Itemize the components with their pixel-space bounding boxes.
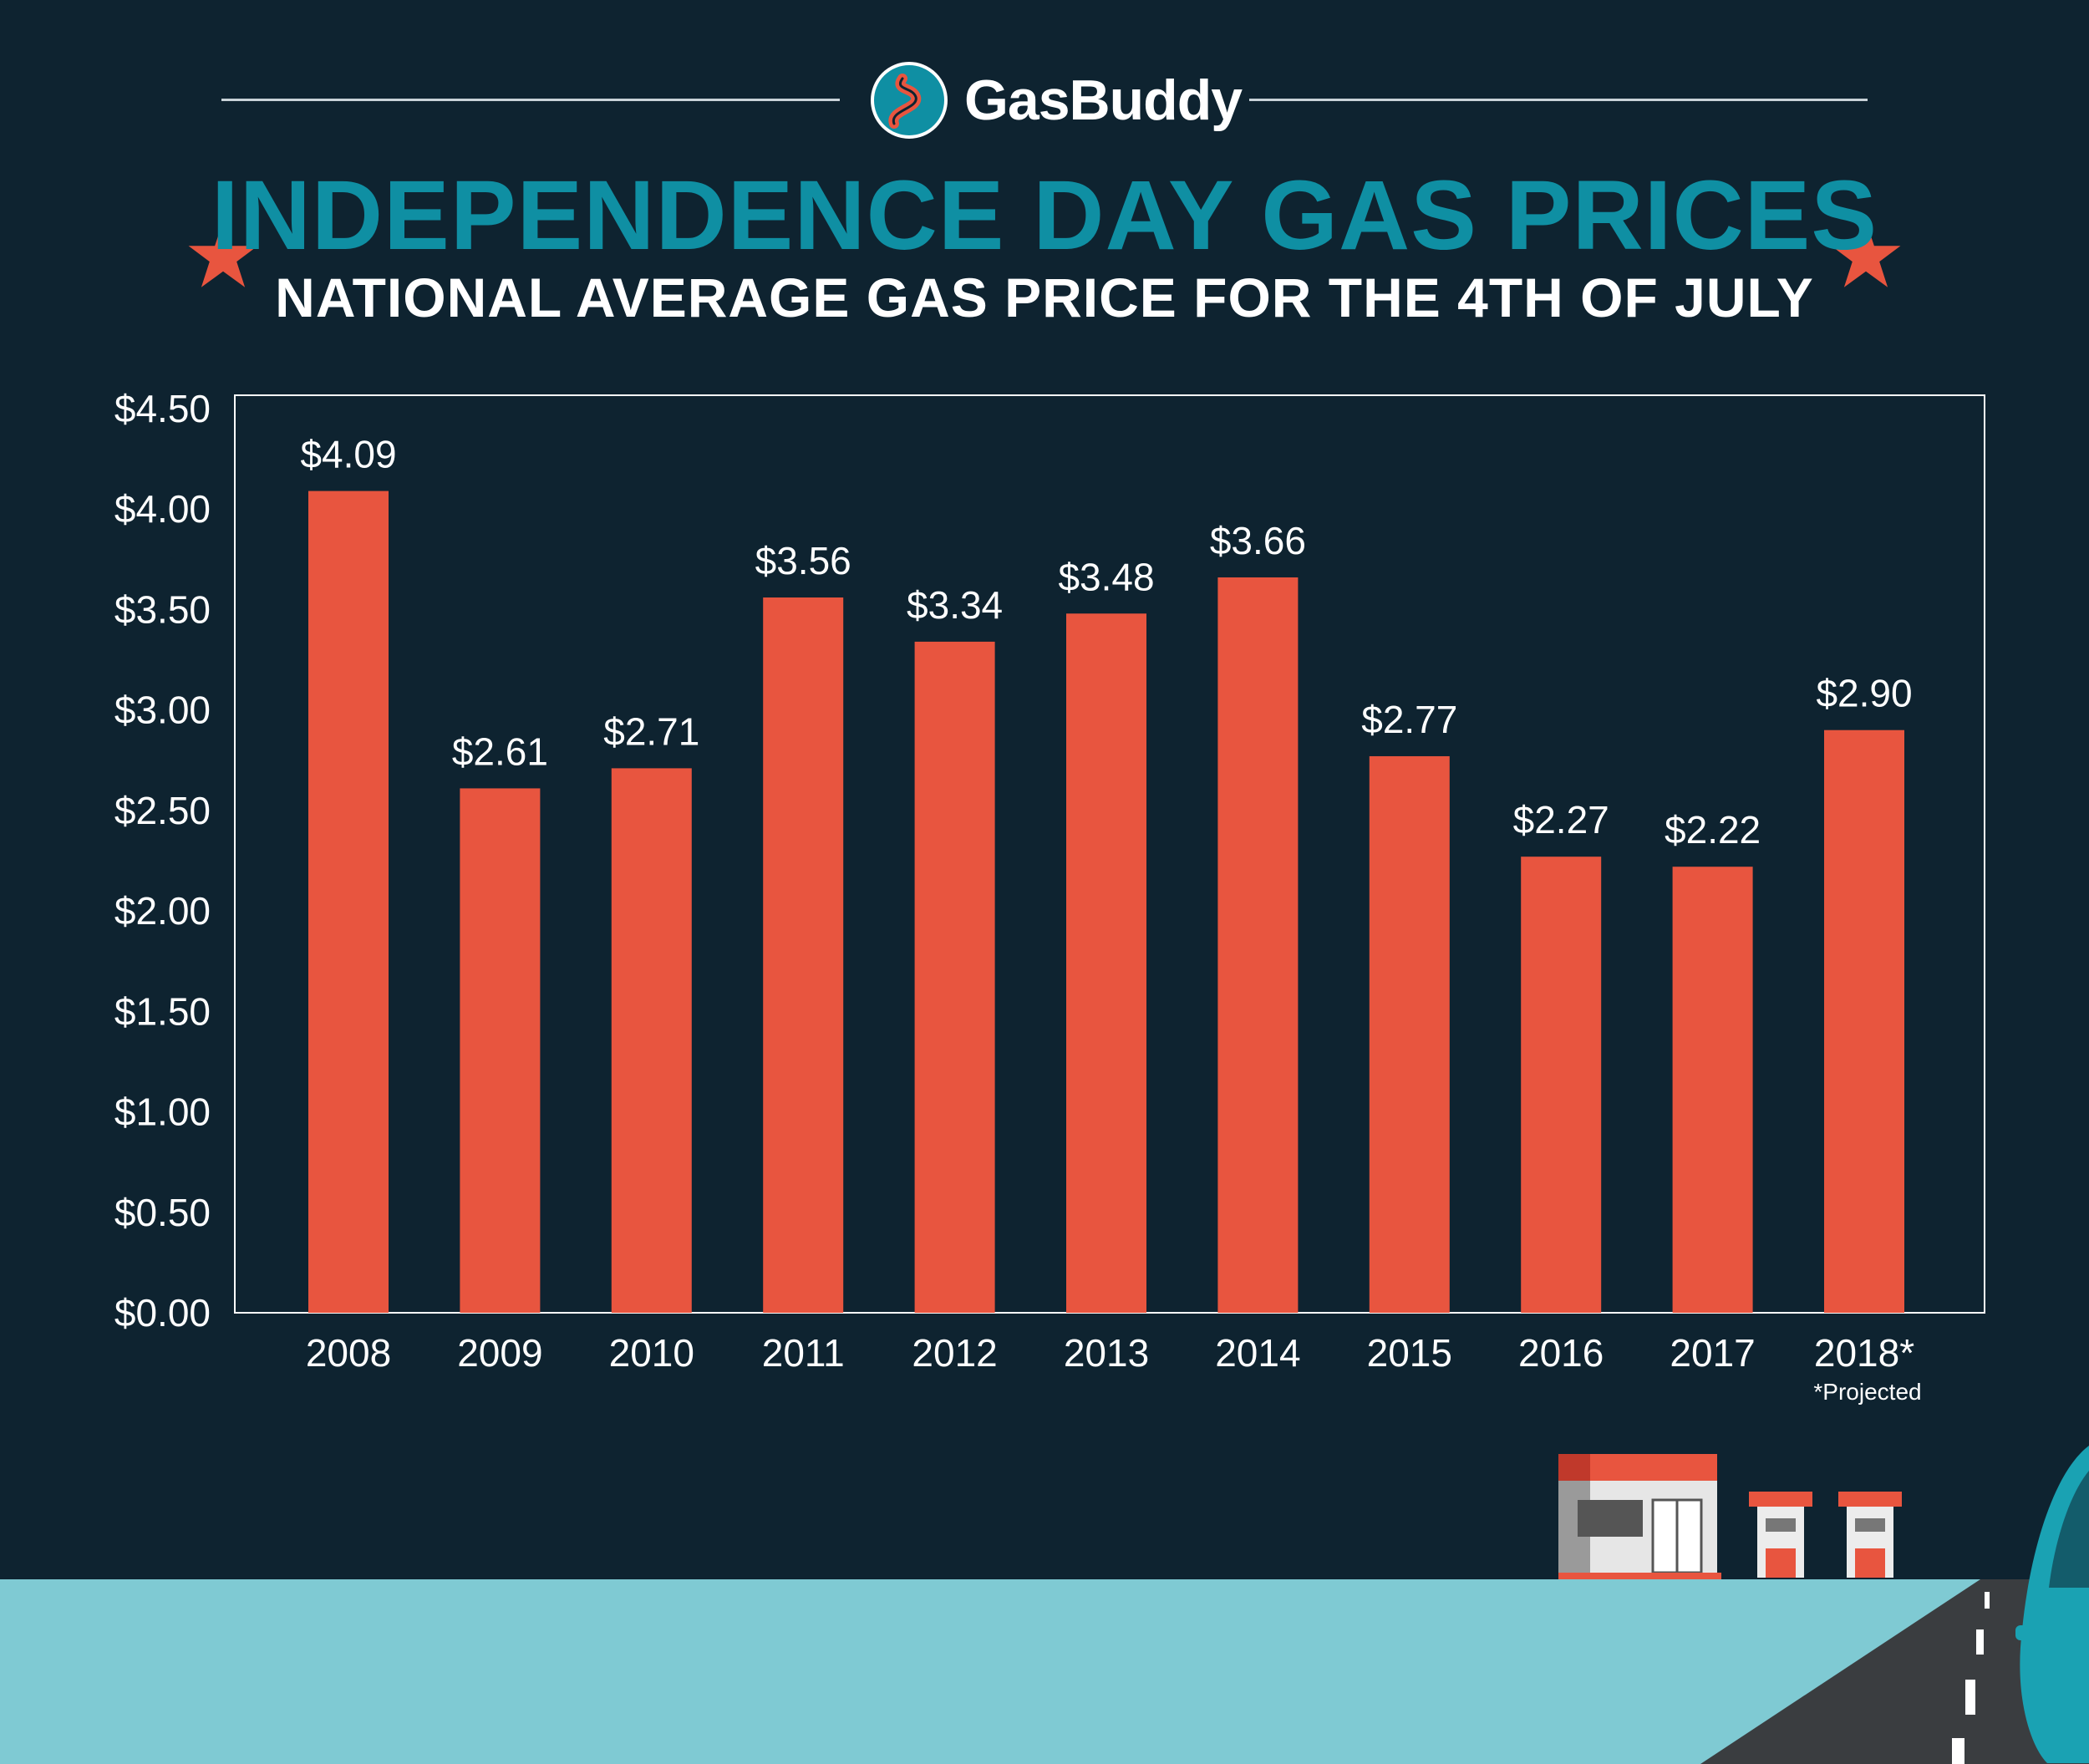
brand-name: GasBuddy	[964, 69, 1243, 132]
gas-station-illustration	[1558, 1454, 1902, 1579]
y-tick-label: $3.50	[114, 587, 211, 631]
bar-2010	[611, 768, 692, 1313]
y-tick-label: $4.00	[114, 487, 211, 531]
projected-footnote: *Projected	[1813, 1379, 1922, 1405]
bar-2013	[1066, 613, 1146, 1313]
data-label: $3.48	[1058, 555, 1154, 598]
y-tick-label: $1.00	[114, 1090, 211, 1134]
x-tick-label: 2016	[1518, 1331, 1604, 1375]
x-tick-label: 2009	[457, 1331, 542, 1375]
data-label: $2.27	[1513, 798, 1609, 841]
data-label: $2.61	[452, 729, 548, 773]
header-rule-right	[1249, 99, 1868, 101]
bar-2016	[1521, 857, 1602, 1313]
y-tick-label: $0.00	[114, 1291, 211, 1334]
x-tick-label: 2008	[306, 1331, 391, 1375]
data-label: $4.09	[300, 433, 396, 476]
bar-2012	[914, 641, 995, 1313]
chart-title: INDEPENDENCE DAY GAS PRICES	[211, 160, 1878, 271]
bar-2017	[1672, 867, 1753, 1313]
car-illustration	[2015, 1446, 2089, 1763]
y-tick-label: $0.50	[114, 1191, 211, 1234]
y-tick-label: $1.50	[114, 989, 211, 1033]
x-tick-label: 2015	[1367, 1331, 1452, 1375]
x-tick-label: 2012	[912, 1331, 997, 1375]
y-tick-label: $4.50	[114, 387, 211, 430]
data-label: $3.56	[755, 539, 851, 582]
x-tick-label: 2018*	[1814, 1331, 1914, 1375]
y-tick-label: $2.00	[114, 889, 211, 933]
data-label: $2.71	[603, 709, 699, 753]
y-axis: $0.00 $0.50 $1.00 $1.50 $2.00 $2.50 $3.00 $3.50…	[114, 387, 211, 1334]
brand-logo: GasBuddy	[869, 58, 1243, 142]
bars	[308, 491, 1904, 1313]
bar-2015	[1369, 755, 1450, 1313]
road-illustration	[1700, 1579, 2089, 1764]
header-rule-left	[221, 99, 840, 101]
data-label: $3.66	[1210, 519, 1306, 562]
chart-subtitle: NATIONAL AVERAGE GAS PRICE FOR THE 4TH O…	[275, 267, 1814, 328]
x-tick-label: 2014	[1215, 1331, 1300, 1375]
star-icon-right	[1831, 221, 1901, 287]
x-axis: 2008 2009 2010 2011 2012 2013 2014 2015 2016 2017…	[306, 1331, 1914, 1375]
x-tick-label: 2017	[1670, 1331, 1755, 1375]
bar-2008	[308, 491, 389, 1313]
data-label: $2.22	[1665, 808, 1761, 851]
data-label: $2.90	[1816, 672, 1912, 715]
bar-2009	[460, 788, 541, 1313]
y-tick-label: $3.00	[114, 689, 211, 732]
x-tick-label: 2013	[1064, 1331, 1149, 1375]
y-tick-label: $2.50	[114, 789, 211, 832]
bar-2011	[763, 597, 844, 1313]
data-labels: $4.09 $2.61 $2.71 $3.56 $3.34 $3.48 $3.66 $2.77…	[300, 433, 1912, 852]
bar-2018	[1824, 729, 1904, 1313]
road-swirl-icon	[871, 62, 948, 139]
x-tick-label: 2010	[609, 1331, 694, 1375]
x-tick-label: 2011	[762, 1331, 845, 1375]
star-icon-left	[188, 221, 258, 287]
data-label: $2.77	[1361, 698, 1457, 741]
bar-2014	[1217, 577, 1299, 1313]
road-background	[0, 1579, 2089, 1764]
data-label: $3.34	[907, 583, 1003, 627]
